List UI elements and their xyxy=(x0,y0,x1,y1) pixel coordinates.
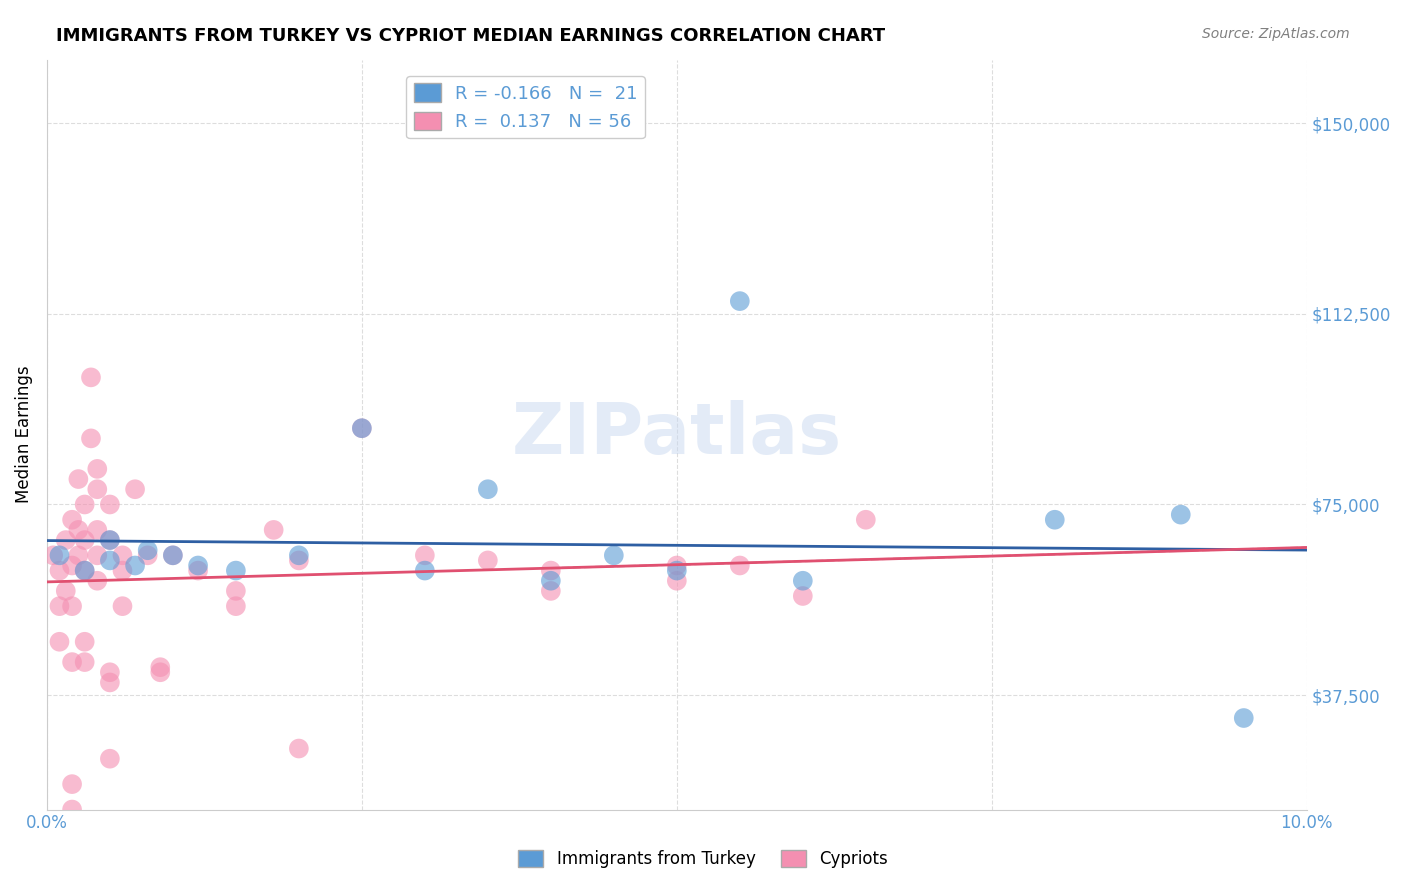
Point xyxy=(124,482,146,496)
Point xyxy=(350,421,373,435)
Point xyxy=(86,574,108,588)
Point xyxy=(98,675,121,690)
Legend: R = -0.166   N =  21, R =  0.137   N = 56: R = -0.166 N = 21, R = 0.137 N = 56 xyxy=(406,76,645,138)
Point xyxy=(187,558,209,573)
Point xyxy=(67,523,90,537)
Point xyxy=(98,533,121,547)
Point xyxy=(48,549,70,563)
Point xyxy=(149,665,172,680)
Point xyxy=(1170,508,1192,522)
Point xyxy=(60,513,83,527)
Point xyxy=(1043,513,1066,527)
Point xyxy=(73,634,96,648)
Point xyxy=(42,549,65,563)
Point xyxy=(728,294,751,309)
Point xyxy=(225,564,247,578)
Point xyxy=(540,583,562,598)
Point xyxy=(98,498,121,512)
Point xyxy=(477,482,499,496)
Point xyxy=(263,523,285,537)
Point xyxy=(48,634,70,648)
Point xyxy=(98,665,121,680)
Point xyxy=(73,533,96,547)
Point xyxy=(225,583,247,598)
Point xyxy=(187,564,209,578)
Point xyxy=(603,549,626,563)
Text: IMMIGRANTS FROM TURKEY VS CYPRIOT MEDIAN EARNINGS CORRELATION CHART: IMMIGRANTS FROM TURKEY VS CYPRIOT MEDIAN… xyxy=(56,27,886,45)
Point xyxy=(225,599,247,614)
Point xyxy=(111,599,134,614)
Point xyxy=(136,543,159,558)
Point xyxy=(111,564,134,578)
Point xyxy=(80,370,103,384)
Text: Source: ZipAtlas.com: Source: ZipAtlas.com xyxy=(1202,27,1350,41)
Point xyxy=(86,549,108,563)
Y-axis label: Median Earnings: Median Earnings xyxy=(15,366,32,503)
Point xyxy=(350,421,373,435)
Point xyxy=(55,533,77,547)
Point xyxy=(111,549,134,563)
Point xyxy=(55,583,77,598)
Point xyxy=(67,549,90,563)
Point xyxy=(60,558,83,573)
Point xyxy=(855,513,877,527)
Legend: Immigrants from Turkey, Cypriots: Immigrants from Turkey, Cypriots xyxy=(512,843,894,875)
Point xyxy=(86,482,108,496)
Point xyxy=(540,574,562,588)
Point xyxy=(792,589,814,603)
Point xyxy=(48,599,70,614)
Point xyxy=(665,564,688,578)
Point xyxy=(73,655,96,669)
Point xyxy=(98,752,121,766)
Point xyxy=(162,549,184,563)
Point xyxy=(86,523,108,537)
Point xyxy=(73,498,96,512)
Point xyxy=(149,660,172,674)
Point xyxy=(792,574,814,588)
Point xyxy=(73,564,96,578)
Point xyxy=(477,553,499,567)
Point xyxy=(288,553,311,567)
Text: ZIPatlas: ZIPatlas xyxy=(512,401,842,469)
Point xyxy=(48,564,70,578)
Point xyxy=(80,431,103,445)
Point xyxy=(60,803,83,817)
Point xyxy=(60,777,83,791)
Point xyxy=(60,599,83,614)
Point xyxy=(540,564,562,578)
Point xyxy=(728,558,751,573)
Point xyxy=(60,655,83,669)
Point xyxy=(98,533,121,547)
Point xyxy=(67,472,90,486)
Point xyxy=(665,574,688,588)
Point xyxy=(73,564,96,578)
Point xyxy=(665,558,688,573)
Point xyxy=(288,741,311,756)
Point xyxy=(136,549,159,563)
Point xyxy=(1233,711,1256,725)
Point xyxy=(86,462,108,476)
Point xyxy=(124,558,146,573)
Point xyxy=(162,549,184,563)
Point xyxy=(413,564,436,578)
Point xyxy=(98,553,121,567)
Point xyxy=(288,549,311,563)
Point xyxy=(413,549,436,563)
